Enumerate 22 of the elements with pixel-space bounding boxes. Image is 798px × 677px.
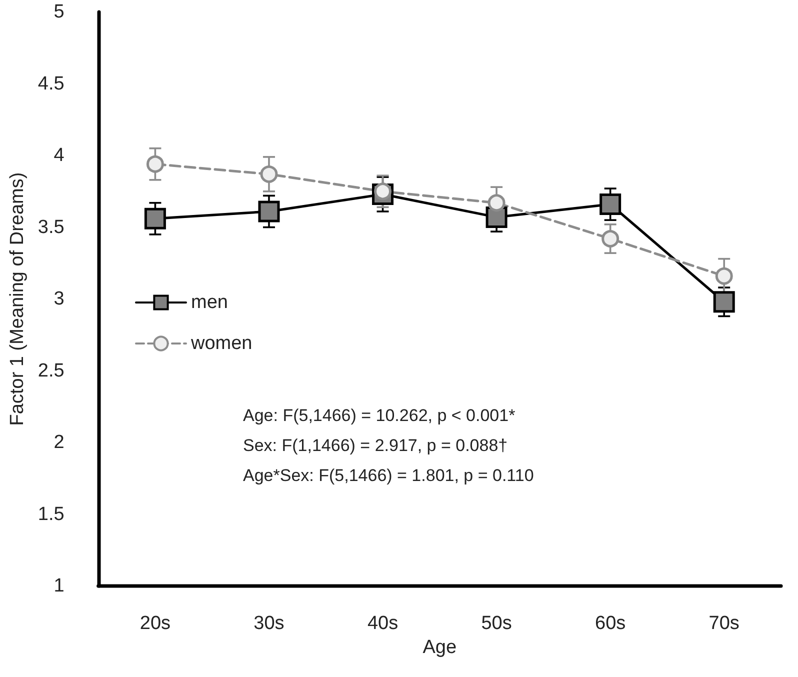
y-tick-label: 3: [54, 288, 64, 310]
x-tick-label: 40s: [367, 613, 398, 634]
y-tick-label: 2.5: [38, 360, 64, 382]
annotation: Age: F(5,1466) = 10.262, p < 0.001*: [243, 406, 516, 425]
x-tick-label: 70s: [708, 613, 740, 634]
legend-label: men: [191, 292, 228, 313]
y-tick-label: 1: [54, 576, 64, 596]
y-tick-label: 4.5: [38, 73, 64, 94]
x-tick-label: 30s: [254, 613, 284, 634]
y-axis-title: Factor 1 (Meaning of Dreams): [7, 172, 28, 426]
y-tick-label: 3.5: [38, 216, 64, 238]
x-tick-label: 50s: [481, 613, 512, 634]
legend-label: women: [190, 333, 252, 354]
y-tick-label: 2: [54, 432, 64, 453]
x-tick-label: 60s: [595, 613, 626, 634]
x-axis-title: Age: [422, 637, 457, 658]
annotation: Age*Sex: F(5,1466) = 1.801, p = 0.110: [243, 466, 534, 485]
annotation: Sex: F(1,1466) = 2.917, p = 0.088†: [243, 436, 508, 455]
y-tick-label: 5: [54, 2, 64, 22]
x-tick-label: 20s: [140, 613, 171, 634]
y-tick-label: 1.5: [38, 504, 64, 525]
y-tick-label: 4: [54, 145, 65, 166]
